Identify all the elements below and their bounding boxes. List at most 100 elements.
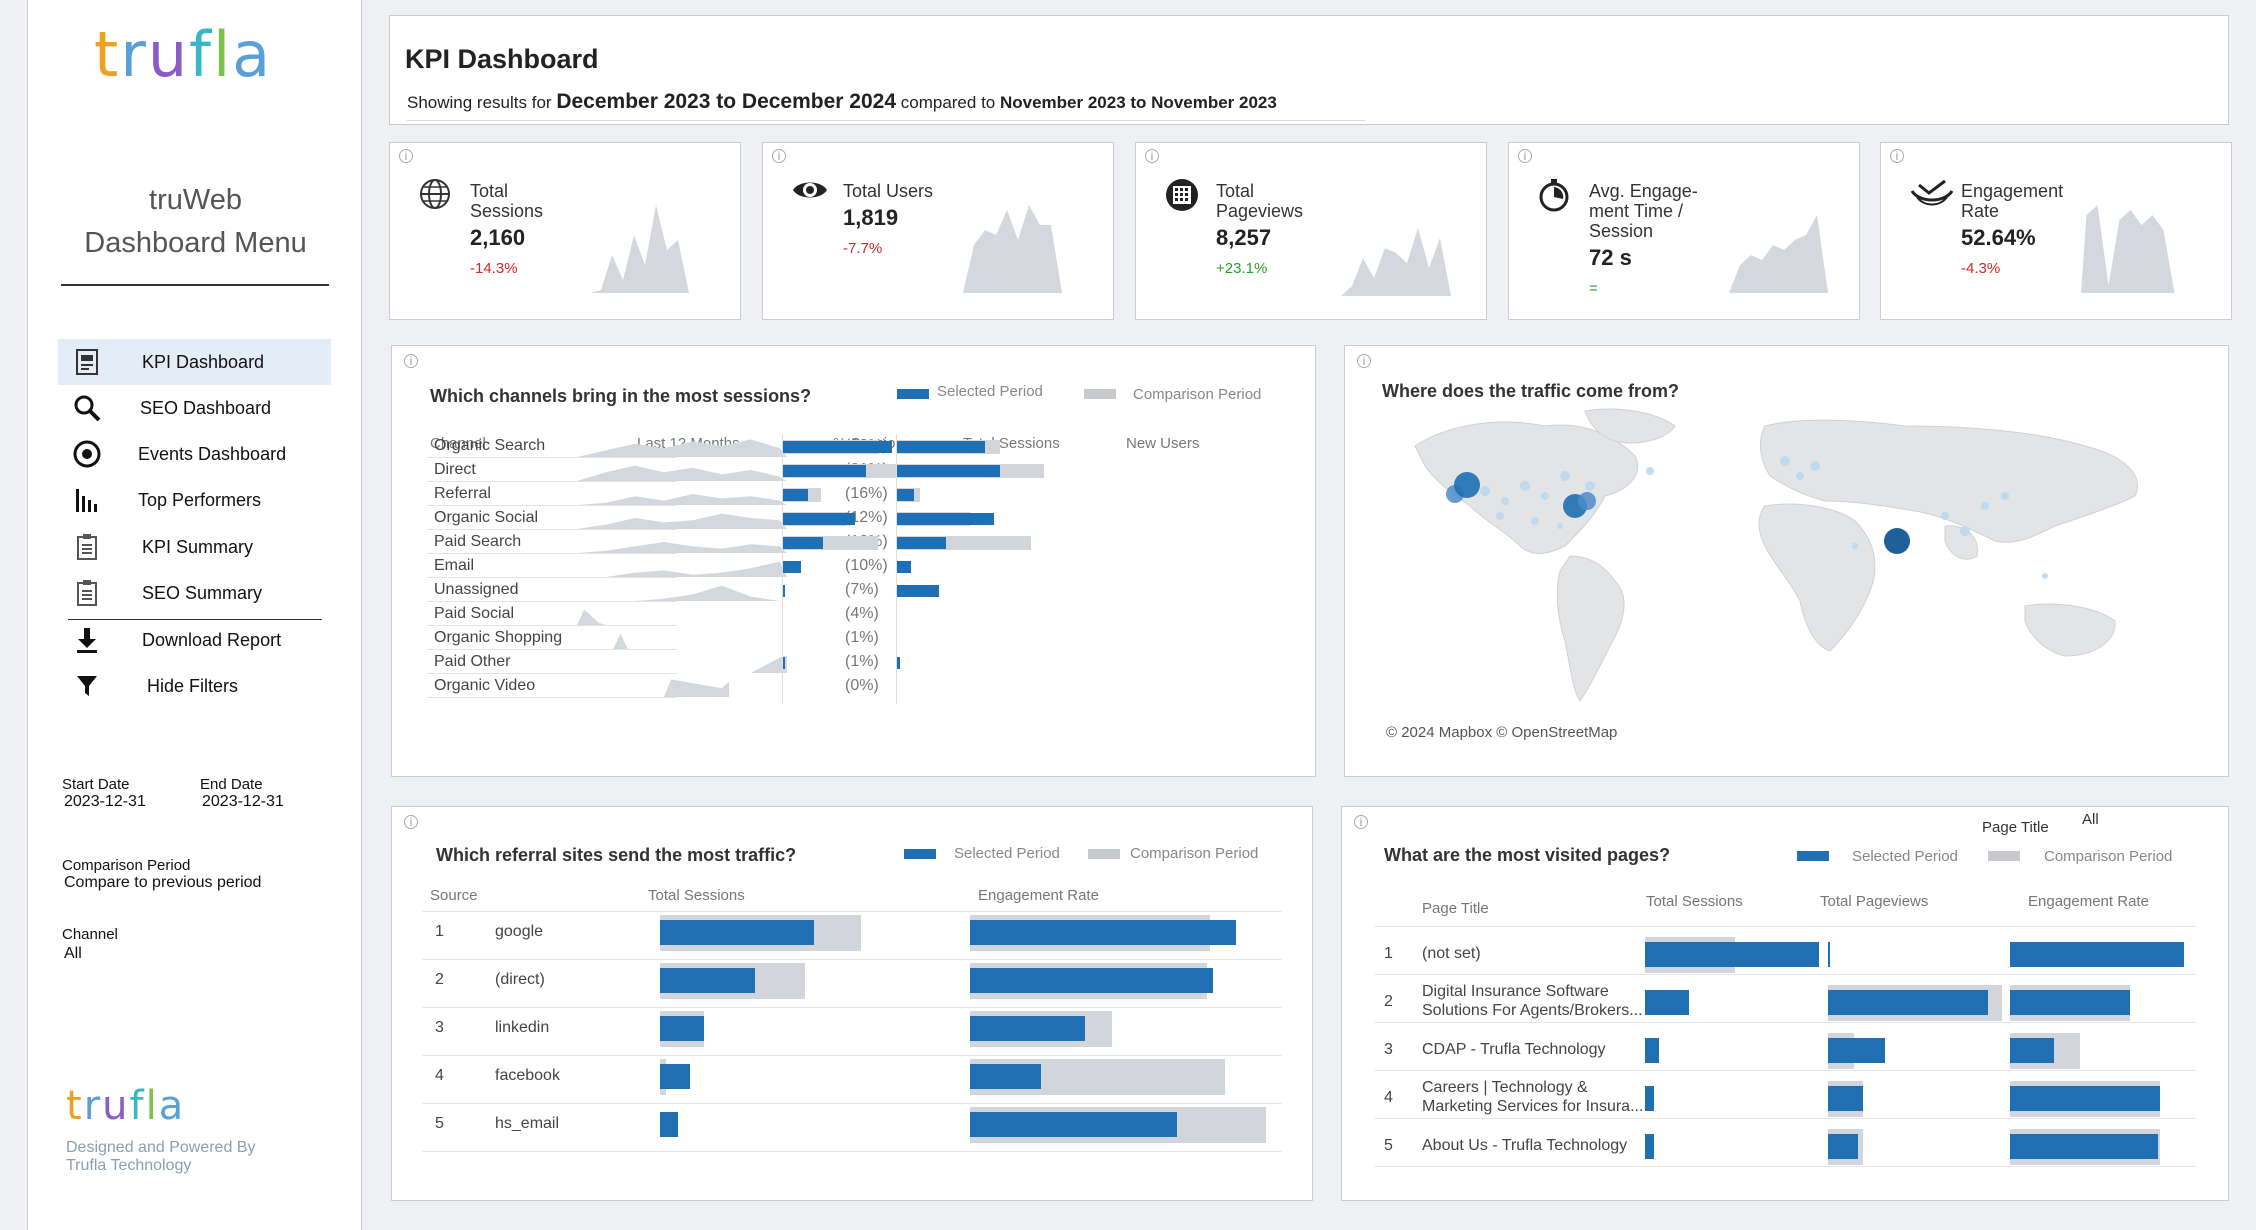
bar-selected[interactable] <box>896 441 985 453</box>
col-divider <box>782 434 783 704</box>
bar-selected[interactable] <box>896 561 911 573</box>
bar-selected[interactable] <box>896 489 914 501</box>
referral-source[interactable]: facebook <box>495 1067 560 1084</box>
info-icon[interactable]: i <box>1890 149 1904 163</box>
row-divider <box>427 529 677 530</box>
bar-selected[interactable] <box>2010 1134 2158 1159</box>
bar-selected[interactable] <box>1645 990 1689 1015</box>
page-title-line1[interactable]: (not set) <box>1422 945 1481 962</box>
page-title-filter-value[interactable]: All <box>2082 811 2099 828</box>
col-new-users: New Users <box>1126 435 1200 452</box>
info-icon[interactable]: i <box>1145 149 1159 163</box>
kpi-icon <box>72 347 102 377</box>
end-date-value[interactable]: 2023-12-31 <box>202 793 284 810</box>
page-title-line2[interactable]: Solutions For Agents/Brokers... <box>1422 1002 1643 1019</box>
row-divider <box>1374 1070 2196 1071</box>
referral-source[interactable]: google <box>495 923 544 940</box>
menu-item-kpi-dashboard[interactable]: KPI Dashboard <box>58 339 331 385</box>
bar-selected[interactable] <box>1645 1086 1654 1111</box>
bar-selected[interactable] <box>2010 942 2184 967</box>
bar-selected[interactable] <box>970 968 1213 993</box>
page-title-line1[interactable]: CDAP - Trufla Technology <box>1422 1041 1606 1058</box>
bar-selected[interactable] <box>1828 1134 1858 1159</box>
bar-selected[interactable] <box>896 657 900 669</box>
world-map[interactable] <box>1405 406 2205 706</box>
bar-selected[interactable] <box>660 1112 678 1137</box>
info-icon[interactable]: i <box>772 149 786 163</box>
menu-item-seo-dashboard[interactable]: SEO Dashboard <box>58 385 331 431</box>
info-icon[interactable]: i <box>404 354 418 368</box>
info-icon[interactable]: i <box>1354 815 1368 829</box>
bar-selected[interactable] <box>1828 1038 1885 1063</box>
bar-selected[interactable] <box>660 1064 690 1089</box>
kpi-label: ment Time / <box>1589 201 1684 221</box>
channel-sparkline <box>577 633 787 649</box>
menu-title-line2: Dashboard Menu <box>84 227 307 259</box>
bar-selected[interactable] <box>970 1064 1041 1089</box>
kpi-sparkline <box>2081 205 2175 293</box>
info-icon[interactable]: i <box>399 149 413 163</box>
menu-item-download-report[interactable]: Download Report <box>58 617 331 663</box>
bar-selected[interactable] <box>1645 1134 1654 1159</box>
bar-selected[interactable] <box>782 489 808 501</box>
page-title-line1[interactable]: About Us - Trufla Technology <box>1422 1137 1628 1154</box>
kpi-label: Avg. Engage- <box>1589 181 1698 201</box>
row-divider <box>427 673 677 674</box>
bar-selected[interactable] <box>782 537 823 549</box>
bar-selected[interactable] <box>782 561 801 573</box>
kpi-label: Sessions <box>470 201 544 221</box>
channels-panel: i Which channels bring in the most sessi… <box>391 345 1316 777</box>
channel-name: Organic Search <box>434 437 546 454</box>
bar-selected[interactable] <box>660 968 755 993</box>
bar-selected[interactable] <box>1828 990 1988 1015</box>
page-title-line1[interactable]: Digital Insurance Software <box>1422 983 1609 1000</box>
menu-item-events-dashboard[interactable]: Events Dashboard <box>58 431 331 477</box>
bar-selected[interactable] <box>896 513 994 525</box>
menu-item-label: KPI Dashboard <box>142 351 265 372</box>
bar-selected[interactable] <box>970 1112 1177 1137</box>
menu-item-kpi-summary[interactable]: KPI Summary <box>58 524 331 570</box>
referral-source[interactable]: (direct) <box>495 971 545 988</box>
bar-selected[interactable] <box>2010 1038 2054 1063</box>
kpi-label: Total Users <box>843 181 934 201</box>
bar-selected[interactable] <box>2010 1086 2160 1111</box>
legend-comparison-swatch <box>1088 849 1120 859</box>
bar-selected[interactable] <box>896 585 939 597</box>
bar-selected[interactable] <box>970 1016 1085 1041</box>
start-date-value[interactable]: 2023-12-31 <box>64 793 146 810</box>
menu-item-hide-filters[interactable]: Hide Filters <box>58 663 331 709</box>
bar-selected[interactable] <box>1645 1038 1659 1063</box>
magnifier-icon <box>72 393 102 423</box>
bar-selected[interactable] <box>782 465 866 477</box>
bar-selected[interactable] <box>970 920 1236 945</box>
bar-selected[interactable] <box>660 1016 704 1041</box>
bar-selected[interactable] <box>660 920 814 945</box>
referral-source[interactable]: linkedin <box>495 1019 550 1036</box>
comparison-period-select[interactable]: Compare to previous period <box>64 874 262 891</box>
page-title-line1[interactable]: Careers | Technology & <box>1422 1079 1588 1096</box>
bar-selected[interactable] <box>782 657 785 669</box>
channel-pct: (16%) <box>845 485 888 502</box>
bar-selected[interactable] <box>782 441 892 453</box>
row-divider <box>1374 926 2196 927</box>
info-icon[interactable]: i <box>404 815 418 829</box>
referral-source[interactable]: hs_email <box>495 1115 560 1132</box>
bar-selected[interactable] <box>2010 990 2130 1015</box>
channel-filter-select[interactable]: All <box>64 945 82 962</box>
menu-item-top-performers[interactable]: Top Performers <box>58 477 331 523</box>
header-panel: KPI Dashboard Showing results for Decemb… <box>389 15 2229 125</box>
bar-selected[interactable] <box>782 513 855 525</box>
bar-selected[interactable] <box>1645 942 1819 967</box>
kpi-delta: +23.1% <box>1216 260 1268 277</box>
bar-selected[interactable] <box>782 585 785 597</box>
bar-selected[interactable] <box>896 465 1000 477</box>
page-title-line2[interactable]: Marketing Services for Insura... <box>1422 1098 1644 1115</box>
info-icon[interactable]: i <box>1357 354 1371 368</box>
bar-selected[interactable] <box>1828 942 1830 967</box>
menu-item-seo-summary[interactable]: SEO Summary <box>58 570 331 616</box>
pages-panel: i Page Title All What are the most visit… <box>1341 806 2229 1201</box>
bar-selected[interactable] <box>1828 1086 1863 1111</box>
row-divider <box>427 649 677 650</box>
info-icon[interactable]: i <box>1518 149 1532 163</box>
bar-selected[interactable] <box>896 537 946 549</box>
